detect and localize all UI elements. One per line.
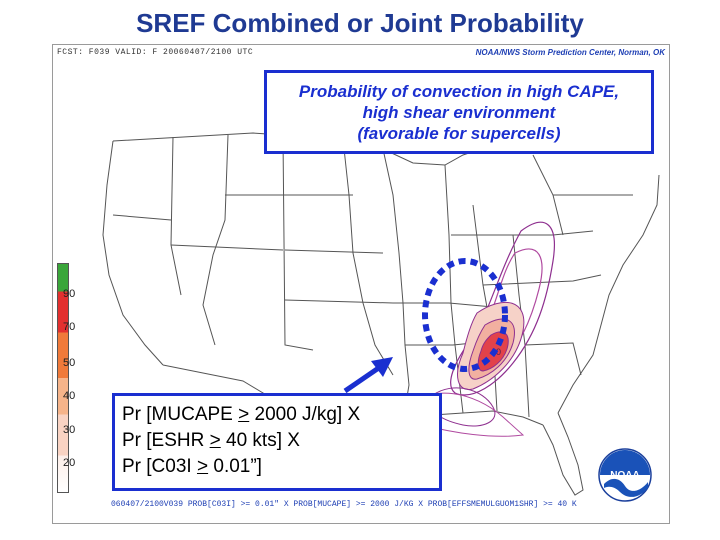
legend-label-50: 50: [63, 357, 76, 369]
formula-c03i-prefix: Pr [C03I: [122, 456, 197, 477]
callout-top-line-1: Probability of convection in high CAPE,: [298, 82, 620, 101]
legend-label-90: 90: [63, 288, 76, 300]
formula-eshr-prefix: Pr [ESHR: [122, 430, 210, 451]
formula-line-mucape: Pr [MUCAPE > 2000 J/kg] X: [122, 402, 439, 428]
formula-line-eshr: Pr [ESHR > 40 kts] X: [122, 428, 439, 454]
legend-label-30: 30: [63, 424, 76, 436]
formula-eshr-suffix: 40 kts] X: [220, 430, 300, 451]
highlight-circle: [422, 258, 508, 372]
forecast-header: FCST: F039 VALID: F 20060407/2100 UTC: [57, 48, 254, 57]
formula-eshr-operator: >: [209, 430, 221, 451]
callout-top-line-2: high shear environment: [362, 103, 556, 122]
spc-credit: NOAA/NWS Storm Prediction Center, Norman…: [475, 48, 665, 57]
legend-color-bar: [57, 263, 69, 493]
noaa-logo-icon: NOAA: [598, 448, 652, 502]
formula-c03i-operator: >: [196, 456, 209, 477]
callout-top-line-3: (favorable for supercells): [357, 124, 561, 143]
callout-supercell-probability: Probability of convection in high CAPE, …: [264, 70, 654, 154]
map-footer: 060407/2100V039 PROB[C03I] >= 0.01" X PR…: [111, 500, 577, 509]
formula-c03i-suffix: 0.01”]: [208, 456, 262, 477]
formula-mucape-operator: >: [238, 404, 250, 425]
color-legend: [53, 263, 119, 523]
formula-line-c03i: Pr [C03I > 0.01”]: [122, 454, 439, 480]
callout-formula: Pr [MUCAPE > 2000 J/kg] X Pr [ESHR > 40 …: [112, 393, 442, 491]
legend-label-70: 70: [63, 321, 76, 333]
slide-title: SREF Combined or Joint Probability: [136, 8, 584, 38]
legend-label-20: 20: [63, 457, 76, 469]
pointer-arrow: [343, 357, 393, 394]
noaa-logo-text: NOAA: [610, 470, 639, 481]
formula-mucape-prefix: Pr [MUCAPE: [122, 404, 239, 425]
legend-label-40: 40: [63, 390, 76, 402]
formula-mucape-suffix: 2000 J/kg] X: [249, 404, 361, 425]
